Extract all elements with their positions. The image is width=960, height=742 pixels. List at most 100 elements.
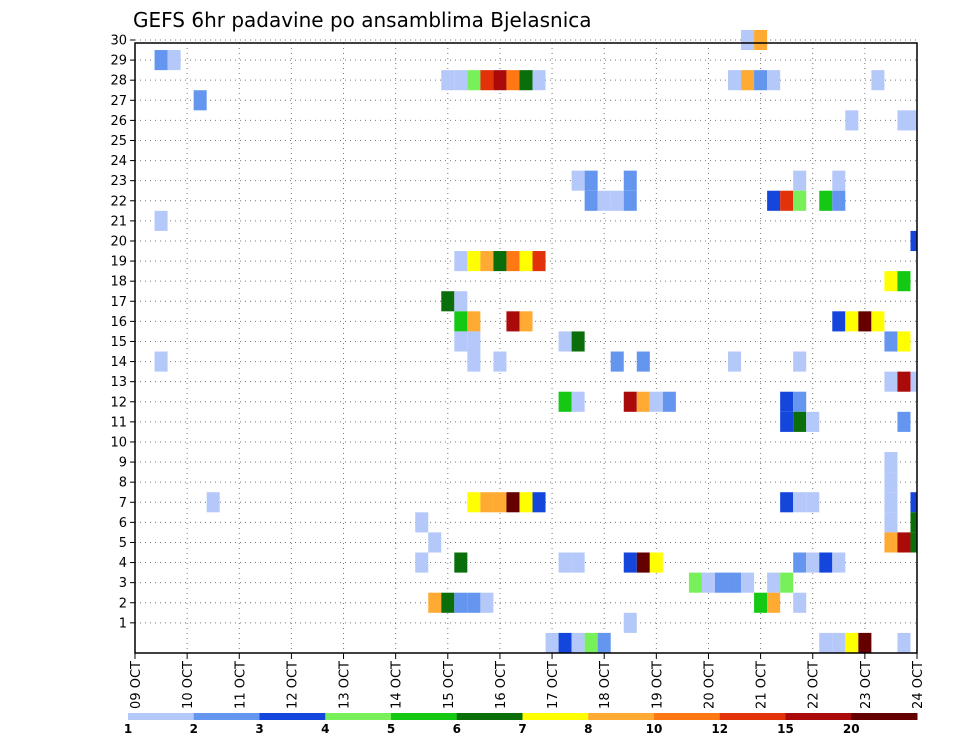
x-tick-label: 19 OCT [650,661,665,709]
y-tick-label: 17 [110,295,127,310]
y-tick-label: 26 [110,114,127,129]
precip-cell [428,592,442,613]
legend-label: 4 [321,722,329,736]
precip-cell [858,632,872,653]
precip-cell [623,552,637,573]
precip-cell [571,391,585,412]
precip-cell [467,592,481,613]
precip-cell [910,230,917,252]
precip-cell [897,632,911,653]
precip-cell [480,492,494,513]
precip-cell [454,592,468,613]
precip-cell [649,391,663,412]
precip-cell [597,632,611,653]
y-tick-label: 20 [110,234,127,249]
precip-cell [480,70,494,91]
y-tick-label: 6 [119,516,127,531]
legend-swatch [654,713,721,720]
legend-swatch [259,713,326,720]
precip-cell [832,552,846,573]
legend-swatch [456,713,523,720]
precip-cell [832,190,846,211]
precip-cell [206,492,220,513]
legend-swatch [391,713,458,720]
x-tick-label: 17 OCT [546,661,561,709]
precip-cell [493,492,507,513]
precip-cell [506,311,520,332]
precip-cell [532,492,546,513]
precip-cell [845,632,859,653]
precip-cell [584,190,598,211]
legend-label: 5 [387,722,395,736]
precip-cell [571,632,585,653]
precip-cell [154,351,168,372]
y-tick-label: 23 [110,174,127,189]
precip-cell [858,311,872,332]
precip-cell [780,411,794,432]
precip-cell [845,110,859,131]
precip-cell [897,110,911,131]
precip-cell [793,592,807,613]
precip-cell [467,492,481,513]
precip-cell [741,572,755,593]
legend-label: 12 [711,722,728,736]
precip-cell [415,552,429,573]
x-tick-label: 14 OCT [390,661,405,709]
y-tick-label: 19 [110,255,127,270]
precip-cell [819,632,833,653]
precip-cell [754,592,768,613]
y-tick-label: 22 [110,194,127,209]
precip-cell [780,572,794,593]
precip-cell [610,190,624,211]
y-tick-label: 9 [119,456,127,471]
precip-cell [428,532,442,553]
precip-cell [519,70,533,91]
precip-cell [884,532,898,553]
legend-swatch [325,713,392,720]
precip-cell [780,190,794,211]
precip-cell [558,331,572,352]
y-tick-label: 5 [119,536,127,551]
precip-cell [519,311,533,332]
precip-cell [571,170,585,191]
precip-cell [506,251,520,272]
precip-cell [780,492,794,513]
precip-cell [728,70,742,91]
precip-cell [897,532,911,553]
precip-cell [649,552,663,573]
precip-cell [819,552,833,573]
precip-cell [819,190,833,211]
precip-cell [754,29,768,51]
y-tick-label: 1 [119,616,127,631]
y-tick-label: 11 [110,415,127,430]
legend-swatch [785,713,852,720]
precip-cell [884,331,898,352]
x-tick-label: 10 OCT [181,661,196,709]
y-tick-label: 21 [110,214,127,229]
precip-cell [793,351,807,372]
plot-frame [134,42,918,654]
legend-swatch [719,713,786,720]
precip-cell [597,190,611,211]
precip-cells [154,29,917,653]
precip-cell [806,552,820,573]
precip-cell [467,331,481,352]
precip-cell [454,331,468,352]
legend-label: 10 [646,722,663,736]
x-tick-label: 16 OCT [494,661,509,709]
precip-cell [793,411,807,432]
y-tick-label: 4 [119,556,127,571]
y-tick-label: 27 [110,94,127,109]
precip-cell [754,70,768,91]
precip-cell [714,572,729,593]
precip-cell [558,552,572,573]
legend-swatch [128,713,195,720]
precip-cell [467,311,481,332]
y-tick-label: 15 [110,335,127,350]
legend-label: 8 [584,722,592,736]
precip-cell [454,70,468,91]
legend-label: 7 [518,722,526,736]
y-tick-label: 12 [110,395,127,410]
y-tick-label: 24 [110,154,127,169]
x-tick-label: 20 OCT [702,661,717,709]
